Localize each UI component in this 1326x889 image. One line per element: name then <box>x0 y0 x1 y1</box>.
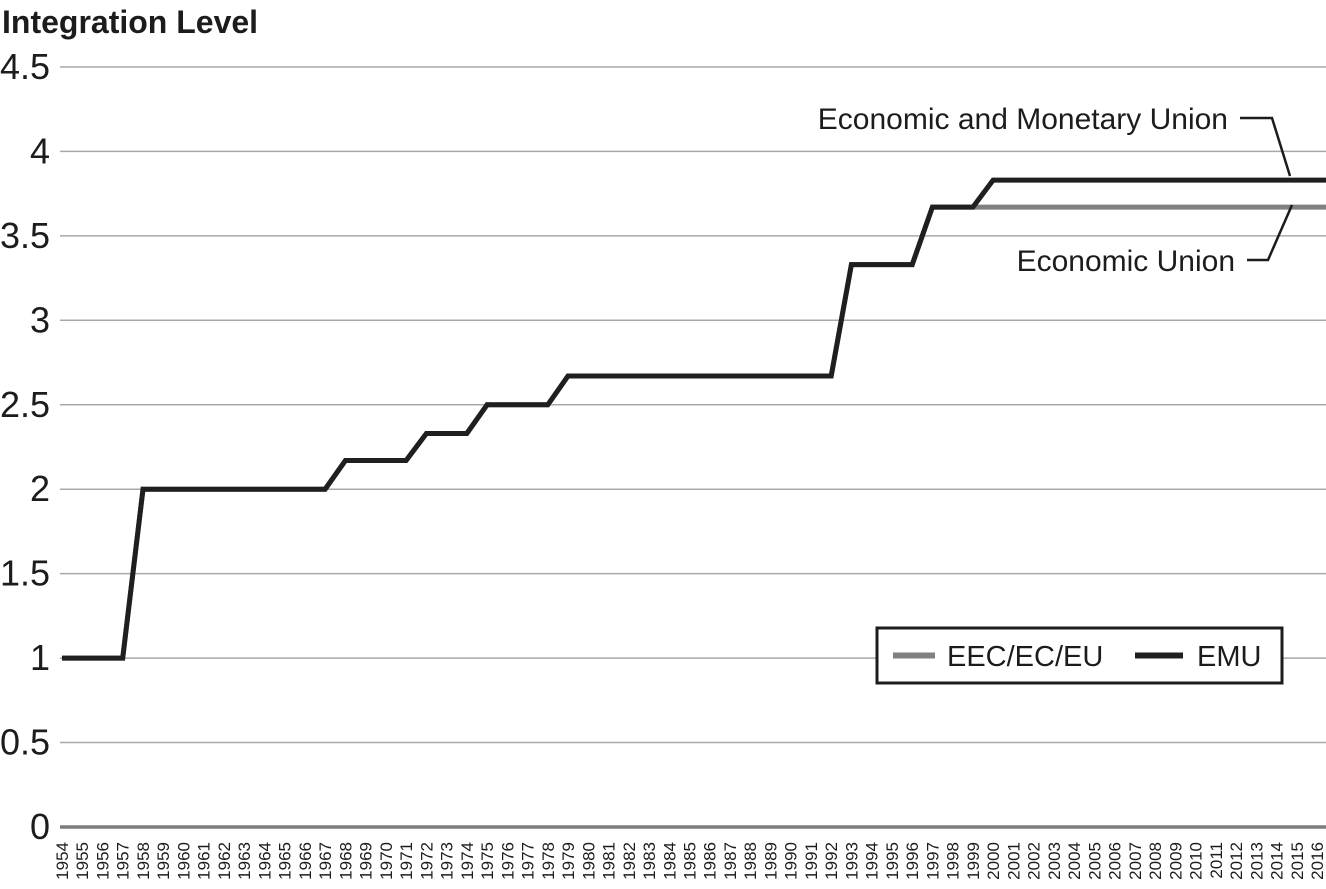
x-tick-label: 1993 <box>842 842 861 880</box>
x-tick-label: 1978 <box>539 842 558 880</box>
x-tick-label: 1965 <box>276 842 295 880</box>
legend-label-eec-ec-eu: EEC/EC/EU <box>947 641 1103 673</box>
x-tick-label: 1958 <box>134 842 153 880</box>
x-tick-label: 2014 <box>1268 842 1287 880</box>
x-tick-label: 1963 <box>235 842 254 880</box>
x-tick-label: 1972 <box>417 842 436 880</box>
y-tick-label: 3.5 <box>0 215 50 256</box>
x-tick-label: 1987 <box>721 842 740 880</box>
x-tick-label: 2001 <box>1004 842 1023 880</box>
x-tick-label: 1961 <box>195 842 214 880</box>
x-tick-label: 2009 <box>1166 842 1185 880</box>
x-tick-label: 1989 <box>762 842 781 880</box>
y-tick-label: 0.5 <box>0 722 50 763</box>
x-tick-label: 1973 <box>438 842 457 880</box>
x-tick-label: 2011 <box>1207 842 1226 879</box>
y-tick-label: 2 <box>30 468 50 509</box>
x-tick-label: 1991 <box>802 842 821 880</box>
x-tick-label: 1990 <box>782 842 801 880</box>
x-tick-label: 1967 <box>316 842 335 880</box>
x-axis-tick-labels: 1954 1955 1956 1957 1958 1959 1960 1961 1962 1963… <box>53 842 1326 880</box>
annotations: Economic and Monetary Union Economic Unio… <box>818 103 1294 278</box>
x-tick-label: 1954 <box>53 842 72 880</box>
x-tick-label: 1999 <box>964 842 983 880</box>
x-tick-label: 1971 <box>397 842 416 880</box>
x-tick-label: 1984 <box>660 842 679 880</box>
x-tick-label: 2007 <box>1126 842 1145 880</box>
x-tick-label: 1994 <box>863 842 882 880</box>
x-tick-label: 1959 <box>154 842 173 880</box>
x-tick-label: 1960 <box>175 842 194 880</box>
x-tick-label: 1988 <box>741 842 760 880</box>
y-tick-label: 3 <box>30 299 50 340</box>
x-tick-label: 2013 <box>1247 842 1266 880</box>
x-tick-label: 1976 <box>498 842 517 880</box>
x-tick-label: 2016 <box>1308 842 1326 880</box>
x-tick-label: 1968 <box>336 842 355 880</box>
x-tick-label: 2006 <box>1106 842 1125 880</box>
legend: EEC/EC/EU EMU <box>875 626 1284 685</box>
gridlines <box>60 66 1326 829</box>
annotation-label: Economic Union <box>1017 245 1235 278</box>
x-tick-label: 1974 <box>458 842 477 880</box>
x-tick-label: 2010 <box>1187 842 1206 880</box>
x-tick-label: 2012 <box>1227 842 1246 880</box>
x-tick-label: 1983 <box>640 842 659 880</box>
x-tick-label: 1980 <box>579 842 598 880</box>
chart-title: Integration Level <box>2 4 258 40</box>
x-tick-label: 2004 <box>1065 842 1084 880</box>
x-tick-label: 1996 <box>903 842 922 880</box>
x-tick-label: 2003 <box>1045 842 1064 880</box>
x-tick-label: 1985 <box>681 842 700 880</box>
y-tick-label: 2.5 <box>0 384 50 425</box>
x-tick-label: 1962 <box>215 842 234 880</box>
y-tick-label: 4 <box>30 130 50 171</box>
x-tick-label: 1977 <box>519 842 538 880</box>
x-tick-label: 1986 <box>701 842 720 880</box>
x-tick-label: 1957 <box>114 842 133 880</box>
x-tick-label: 1992 <box>822 842 841 880</box>
legend-label-emu: EMU <box>1197 641 1261 673</box>
y-tick-label: 1.5 <box>0 553 50 594</box>
y-tick-label: 1 <box>30 637 50 678</box>
x-tick-label: 1975 <box>478 842 497 880</box>
data-series <box>62 177 1326 661</box>
x-tick-label: 2015 <box>1288 842 1307 880</box>
x-tick-label: 1969 <box>357 842 376 880</box>
y-tick-label: 0 <box>30 806 50 847</box>
x-tick-label: 1998 <box>944 842 963 880</box>
x-tick-label: 1997 <box>923 842 942 880</box>
x-tick-label: 1970 <box>377 842 396 880</box>
x-tick-label: 1956 <box>94 842 113 880</box>
annotation-label: Economic and Monetary Union <box>818 103 1228 136</box>
annotation-callout-line <box>1240 116 1292 177</box>
y-tick-label: 4.5 <box>0 46 50 87</box>
legend-box <box>875 626 1284 685</box>
x-tick-label: 1979 <box>559 842 578 880</box>
x-tick-label: 2002 <box>1025 842 1044 880</box>
x-tick-label: 1964 <box>255 842 274 880</box>
annotation-callout-line <box>1247 204 1294 262</box>
x-tick-label: 1982 <box>620 842 639 880</box>
x-tick-label: 1981 <box>600 842 619 880</box>
series-line-emu <box>62 177 1326 661</box>
x-tick-label: 2008 <box>1146 842 1165 880</box>
x-tick-label: 1995 <box>883 842 902 880</box>
x-tick-label: 2005 <box>1085 842 1104 880</box>
x-tick-label: 1966 <box>296 842 315 880</box>
x-tick-label: 1955 <box>73 842 92 880</box>
y-axis-tick-labels: 0 0.5 1 1.5 2 2.5 3 3.5 4 4.5 <box>0 46 50 847</box>
x-tick-label: 2000 <box>984 842 1003 880</box>
